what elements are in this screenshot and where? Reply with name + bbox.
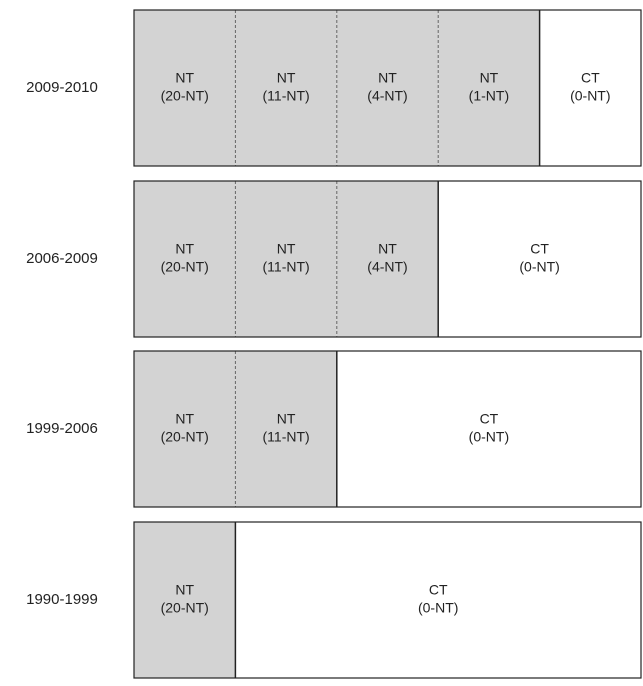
cell-sublabel: (0-NT) <box>519 259 559 275</box>
cell-sublabel: (20-NT) <box>161 259 209 275</box>
period-label: 1990-1999 <box>26 591 98 608</box>
cell-sublabel: (1-NT) <box>469 88 509 104</box>
ct-cell <box>438 181 641 337</box>
nt-cell <box>134 10 236 166</box>
row-border <box>133 350 642 508</box>
cell-label: NT <box>277 70 296 86</box>
cell-sublabel: (4-NT) <box>367 88 407 104</box>
period-row: 1990-1999 NT (20-NT) CT (0-NT) <box>26 521 642 679</box>
cell-sublabel: (0-NT) <box>570 88 610 104</box>
nt-cell <box>235 10 337 166</box>
nt-cell <box>134 351 236 507</box>
cell-label: NT <box>175 411 194 427</box>
nt-cell <box>235 181 337 337</box>
period-label: 1999-2006 <box>26 420 98 437</box>
cell-sublabel: (11-NT) <box>263 88 310 104</box>
cell-sublabel: (20-NT) <box>161 88 209 104</box>
nt-cell <box>235 351 337 507</box>
cell-sublabel: (11-NT) <box>263 429 310 445</box>
nt-cell <box>134 181 236 337</box>
cell-sublabel: (11-NT) <box>263 259 310 275</box>
row-border <box>133 521 642 679</box>
ct-cell <box>539 10 641 166</box>
nt-cell <box>134 522 236 678</box>
cell-sublabel: (20-NT) <box>161 600 209 616</box>
nt-cell <box>336 181 439 337</box>
cell-label: CT <box>429 582 448 598</box>
nt-cell <box>438 10 540 166</box>
cell-label: NT <box>175 70 194 86</box>
period-row: 2009-2010 NT (20-NT) NT (11-NT) NT (4-NT) NT (1-… <box>26 9 642 167</box>
cell-label: NT <box>480 70 499 86</box>
period-row: 2006-2009 NT (20-NT) NT (11-NT) NT (4-NT) CT (0-… <box>26 180 642 338</box>
cell-sublabel: (0-NT) <box>418 600 458 616</box>
nt-cell <box>336 10 439 166</box>
cell-sublabel: (20-NT) <box>161 429 209 445</box>
period-label: 2006-2009 <box>26 250 98 267</box>
period-row: 1999-2006 NT (20-NT) NT (11-NT) CT (0-NT) <box>26 350 642 508</box>
cell-label: NT <box>175 241 194 257</box>
cell-label: CT <box>530 241 549 257</box>
row-border <box>133 180 642 338</box>
cell-label: NT <box>378 241 397 257</box>
cell-sublabel: (0-NT) <box>469 429 509 445</box>
period-label: 2009-2010 <box>26 79 98 96</box>
cell-label: NT <box>277 411 296 427</box>
row-border <box>133 9 642 167</box>
cell-label: NT <box>175 582 194 598</box>
cell-label: NT <box>277 241 296 257</box>
cell-label: CT <box>480 411 499 427</box>
cell-label: CT <box>581 70 600 86</box>
cell-sublabel: (4-NT) <box>367 259 407 275</box>
ct-cell <box>336 351 641 507</box>
ct-cell <box>235 522 641 678</box>
cell-label: NT <box>378 70 397 86</box>
